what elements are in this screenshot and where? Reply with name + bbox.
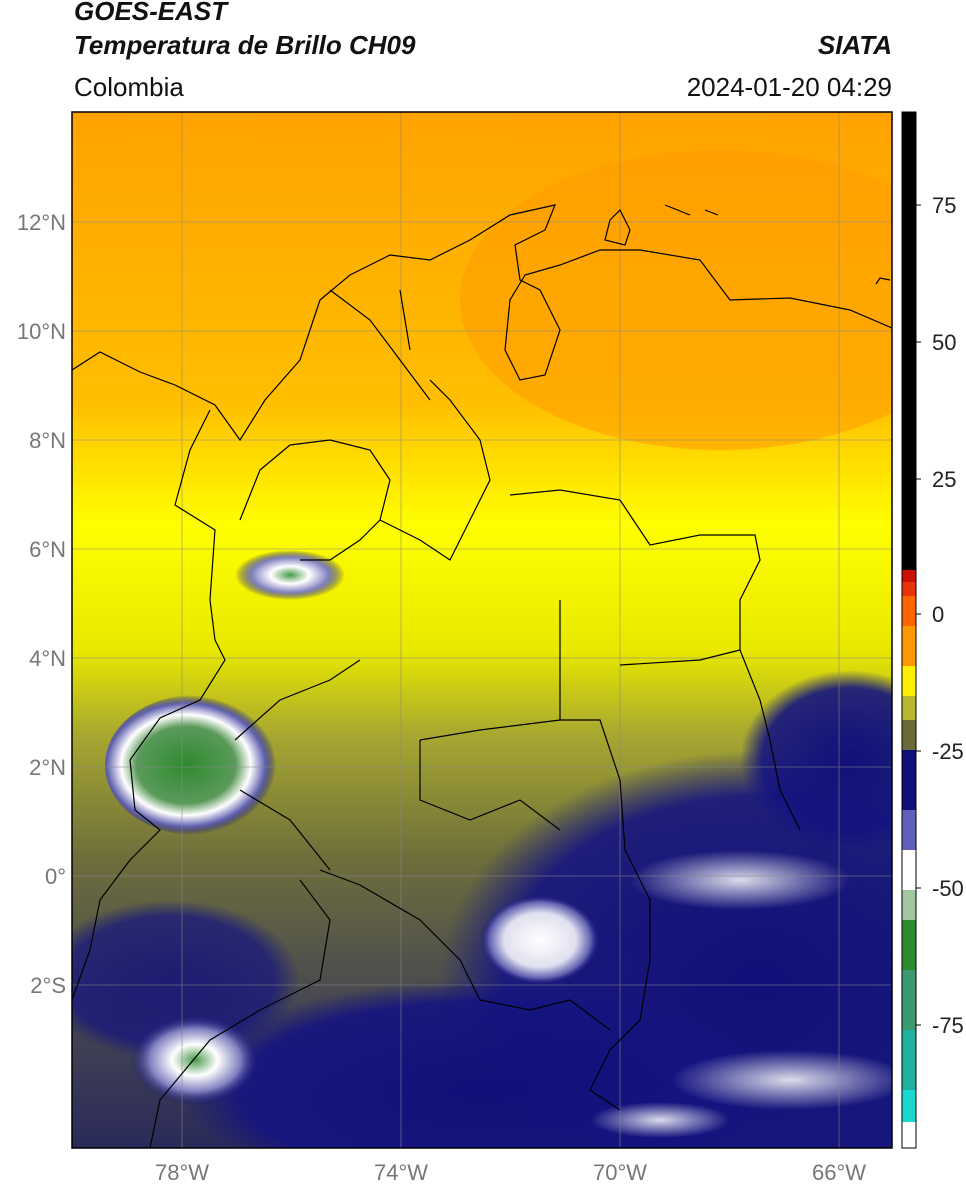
lat-label-4n: 4°N [29, 646, 66, 671]
colorbar-tick-n50: -50 [932, 876, 964, 901]
storm-cell-ecuador [130, 1015, 260, 1105]
country-borders [72, 204, 892, 1148]
lat-label-8n: 8°N [29, 428, 66, 453]
storm-cell-pacific [105, 695, 285, 835]
satellite-title: GOES-EAST [74, 0, 228, 26]
brightness-temperature-field [72, 112, 892, 1148]
lon-label-66w: 66°W [811, 1160, 867, 1185]
storm-cell-choco [235, 550, 345, 600]
lat-label-2s: 2°S [30, 973, 66, 998]
colorbar [901, 111, 921, 1149]
lat-label-0: 0° [44, 864, 66, 889]
lat-label-10n: 10°N [16, 319, 66, 344]
map-frame [71, 111, 893, 1149]
organization-label: SIATA [817, 30, 892, 60]
colorbar-tick-75: 75 [932, 193, 957, 218]
colorbar-tick-0: 0 [932, 602, 945, 627]
colorbar-tick-50: 50 [932, 330, 957, 355]
lat-label-12n: 12°N [16, 210, 66, 235]
colorbar-tick-n25: -25 [932, 739, 964, 764]
region-label: Colombia [74, 72, 184, 102]
lon-label-70w: 70°W [592, 1160, 648, 1185]
storm-cell-amazon [480, 895, 600, 985]
colorbar-tick-n75: -75 [932, 1013, 964, 1038]
product-title: Temperatura de Brillo CH09 [74, 30, 416, 60]
lon-label-78w: 78°W [154, 1160, 210, 1185]
lat-label-2n: 2°N [29, 755, 66, 780]
graticule [72, 112, 892, 1148]
lat-label-6n: 6°N [29, 537, 66, 562]
datetime-label: 2024-01-20 04:29 [686, 72, 892, 102]
colorbar-tick-25: 25 [932, 467, 957, 492]
lon-label-74w: 74°W [373, 1160, 429, 1185]
